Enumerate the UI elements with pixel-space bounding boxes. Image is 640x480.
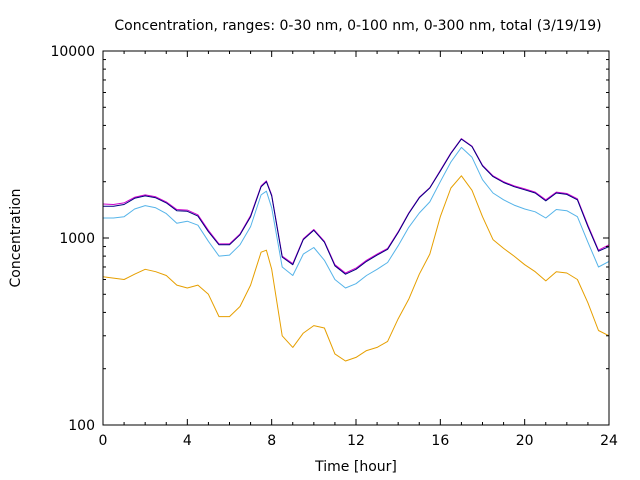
- x-tick-label: 4: [183, 433, 192, 449]
- x-tick-label: 12: [347, 433, 365, 449]
- x-tick-label: 24: [600, 433, 618, 449]
- x-tick-label: 16: [431, 433, 449, 449]
- y-tick-label: 100: [68, 418, 95, 434]
- series-layer: [102, 138, 610, 362]
- x-tick-label: 20: [516, 433, 534, 449]
- series-line-0-100-nm: [103, 146, 610, 289]
- chart-title: Concentration, ranges: 0-30 nm, 0-100 nm…: [114, 18, 601, 34]
- y-tick-label: 10000: [50, 44, 95, 60]
- axis-ticks: 0 4 8 12 16 20 24 100 1000 10000: [50, 44, 618, 449]
- y-tick-label: 1000: [59, 231, 95, 247]
- series-line-0-300-nm: [102, 138, 610, 274]
- y-axis-label: Concentration: [8, 188, 24, 287]
- plot-area: [102, 50, 610, 426]
- plot-frame: [102, 50, 610, 426]
- series-line-total: [103, 138, 610, 275]
- x-tick-label: 0: [99, 433, 108, 449]
- series-line-0-30-nm: [102, 175, 610, 362]
- x-axis-label: Time [hour]: [314, 459, 397, 475]
- x-tick-label: 8: [267, 433, 276, 449]
